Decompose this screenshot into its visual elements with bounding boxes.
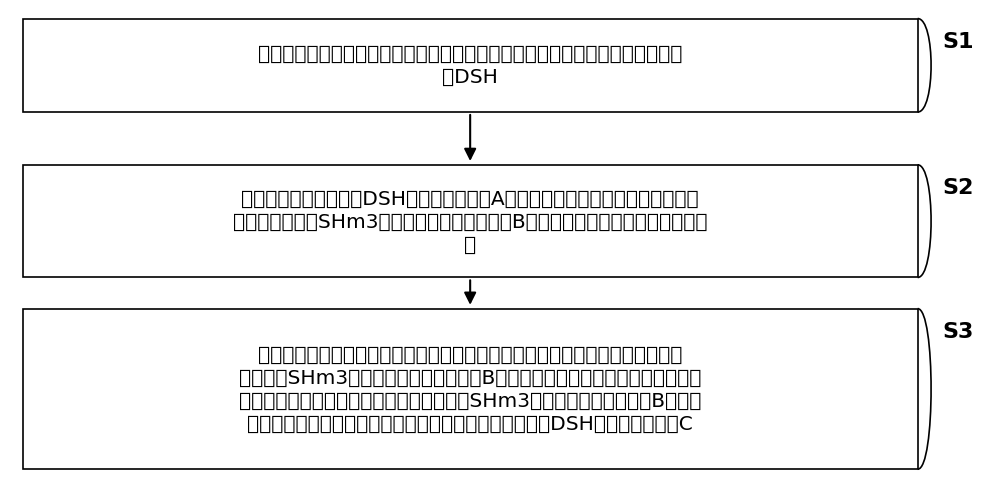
Bar xyxy=(23,166,918,278)
Text: 制: 制 xyxy=(464,235,476,254)
Text: 度DSH: 度DSH xyxy=(442,68,498,87)
Text: 在多联机系统在主制冷模式或纯制冷模式下进行工作时，获取压缩机的排气过热: 在多联机系统在主制冷模式或纯制冷模式下进行工作时，获取压缩机的排气过热 xyxy=(258,45,682,64)
Text: 当第二节流阀的开度调节到最小开度时，如果第一换热组件的第二换热流路的出: 当第二节流阀的开度调节到最小开度时，如果第一换热组件的第二换热流路的出 xyxy=(258,345,682,364)
Text: 第一换热组件的第二换热流路的出口过热度SHm3和第一出口目标过热度B继续对: 第一换热组件的第二换热流路的出口过热度SHm3和第一出口目标过热度B继续对 xyxy=(239,391,701,410)
Text: 口过热度SHm3小于第一出口目标过热度B，则对最小开度进行调小修正，以根据: 口过热度SHm3小于第一出口目标过热度B，则对最小开度进行调小修正，以根据 xyxy=(239,368,701,387)
Text: 路的出口过热度SHm3小于第一出口目标过热度B，则对第二节流阀进行开度调小控: 路的出口过热度SHm3小于第一出口目标过热度B，则对第二节流阀进行开度调小控 xyxy=(233,212,707,231)
Text: S2: S2 xyxy=(943,178,974,197)
Bar xyxy=(23,19,918,113)
Text: 第二节流阀进行开度调小控制，直至压缩机的排气过热度DSH大于第二预设值C: 第二节流阀进行开度调小控制，直至压缩机的排气过热度DSH大于第二预设值C xyxy=(247,414,693,433)
Text: 当压缩机的排气过热度DSH小于第一预设值A时，如果第一换热组件的第二换热流: 当压缩机的排气过热度DSH小于第一预设值A时，如果第一换热组件的第二换热流 xyxy=(241,189,699,208)
Text: S1: S1 xyxy=(943,31,974,51)
Bar xyxy=(23,309,918,469)
Text: S3: S3 xyxy=(943,321,974,341)
